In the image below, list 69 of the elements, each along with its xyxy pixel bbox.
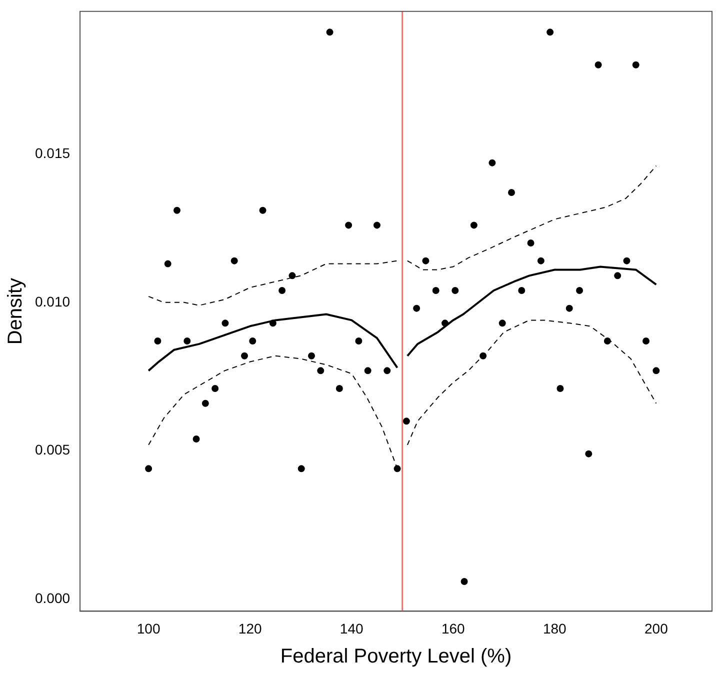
point	[164, 260, 172, 268]
point	[594, 61, 602, 68]
point	[614, 272, 622, 280]
x-tick-label: 180	[542, 620, 567, 636]
point	[384, 367, 391, 374]
point	[288, 272, 296, 280]
point	[222, 320, 229, 327]
point	[546, 28, 554, 36]
y-tick-label: 0.000	[34, 590, 70, 606]
point	[432, 287, 440, 294]
point	[498, 320, 506, 327]
point	[556, 385, 564, 392]
point	[527, 240, 534, 247]
point	[576, 287, 584, 294]
x-tick-label: 200	[644, 620, 668, 636]
point	[422, 257, 430, 264]
point	[230, 257, 238, 264]
point	[632, 61, 640, 68]
line-series	[406, 165, 657, 270]
x-tick-label: 100	[136, 620, 160, 636]
point	[336, 385, 343, 392]
y-axis-title: Density	[4, 278, 27, 345]
point	[402, 418, 410, 425]
point	[212, 385, 219, 392]
point	[508, 189, 515, 196]
point	[460, 578, 468, 586]
point	[394, 465, 401, 472]
x-tick-label: 160	[441, 620, 466, 636]
point	[413, 304, 420, 312]
point	[480, 352, 487, 360]
point	[652, 367, 660, 374]
point	[442, 320, 448, 327]
point	[345, 222, 352, 229]
point	[488, 159, 496, 166]
point	[373, 222, 380, 229]
x-tick-label: 140	[340, 620, 364, 636]
point	[308, 352, 315, 360]
point	[604, 337, 611, 344]
point	[623, 257, 630, 264]
point	[585, 450, 592, 458]
point	[192, 435, 200, 442]
y-tick-label: 0.010	[34, 293, 70, 310]
line-series	[148, 260, 398, 306]
point	[298, 465, 305, 472]
point	[566, 304, 573, 312]
point	[355, 337, 362, 344]
point	[278, 287, 286, 294]
x-tick-label: 120	[238, 620, 262, 636]
point	[154, 337, 162, 344]
y-tick-label: 0.005	[34, 442, 70, 458]
point	[518, 287, 526, 294]
point	[241, 352, 248, 360]
line-series	[406, 320, 657, 446]
point	[259, 206, 266, 214]
point	[173, 206, 180, 214]
y-tick-label: 0.015	[34, 144, 70, 161]
point	[249, 337, 256, 344]
point	[642, 337, 650, 344]
point	[184, 337, 191, 344]
point	[326, 28, 334, 36]
point	[452, 287, 459, 294]
point	[364, 367, 372, 374]
point	[269, 320, 276, 327]
point	[317, 367, 324, 374]
point	[537, 257, 544, 264]
point	[202, 400, 209, 407]
point	[145, 465, 152, 472]
x-axis-title: Federal Poverty Level (%)	[280, 646, 512, 668]
point	[470, 222, 478, 229]
